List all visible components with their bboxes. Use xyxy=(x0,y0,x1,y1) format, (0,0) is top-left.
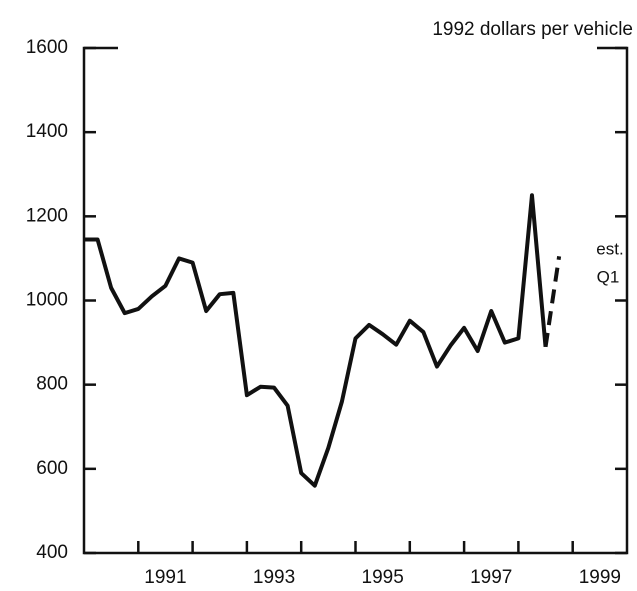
y-tick-label: 600 xyxy=(36,458,68,479)
x-tick-label: 1999 xyxy=(579,567,621,586)
y-tick-label: 1000 xyxy=(26,290,68,311)
y-tick-label: 1400 xyxy=(26,121,68,142)
annotation: est. xyxy=(596,239,623,258)
y-tick-label: 1200 xyxy=(26,205,68,226)
x-tick-label: 1997 xyxy=(470,567,512,586)
data-line xyxy=(543,256,562,348)
y-tick-label: 1600 xyxy=(26,37,68,58)
y-tick-label: 400 xyxy=(36,542,68,563)
y-tick-label: 800 xyxy=(36,374,68,395)
data-line xyxy=(84,193,548,488)
x-tick-label: 1991 xyxy=(144,567,186,586)
x-tick-label: 1993 xyxy=(253,567,295,586)
unit-label: 1992 dollars per vehicle xyxy=(432,19,633,40)
axis-frame xyxy=(82,46,629,555)
x-tick-label: 1995 xyxy=(362,567,404,586)
annotation: Q1 xyxy=(597,267,620,286)
